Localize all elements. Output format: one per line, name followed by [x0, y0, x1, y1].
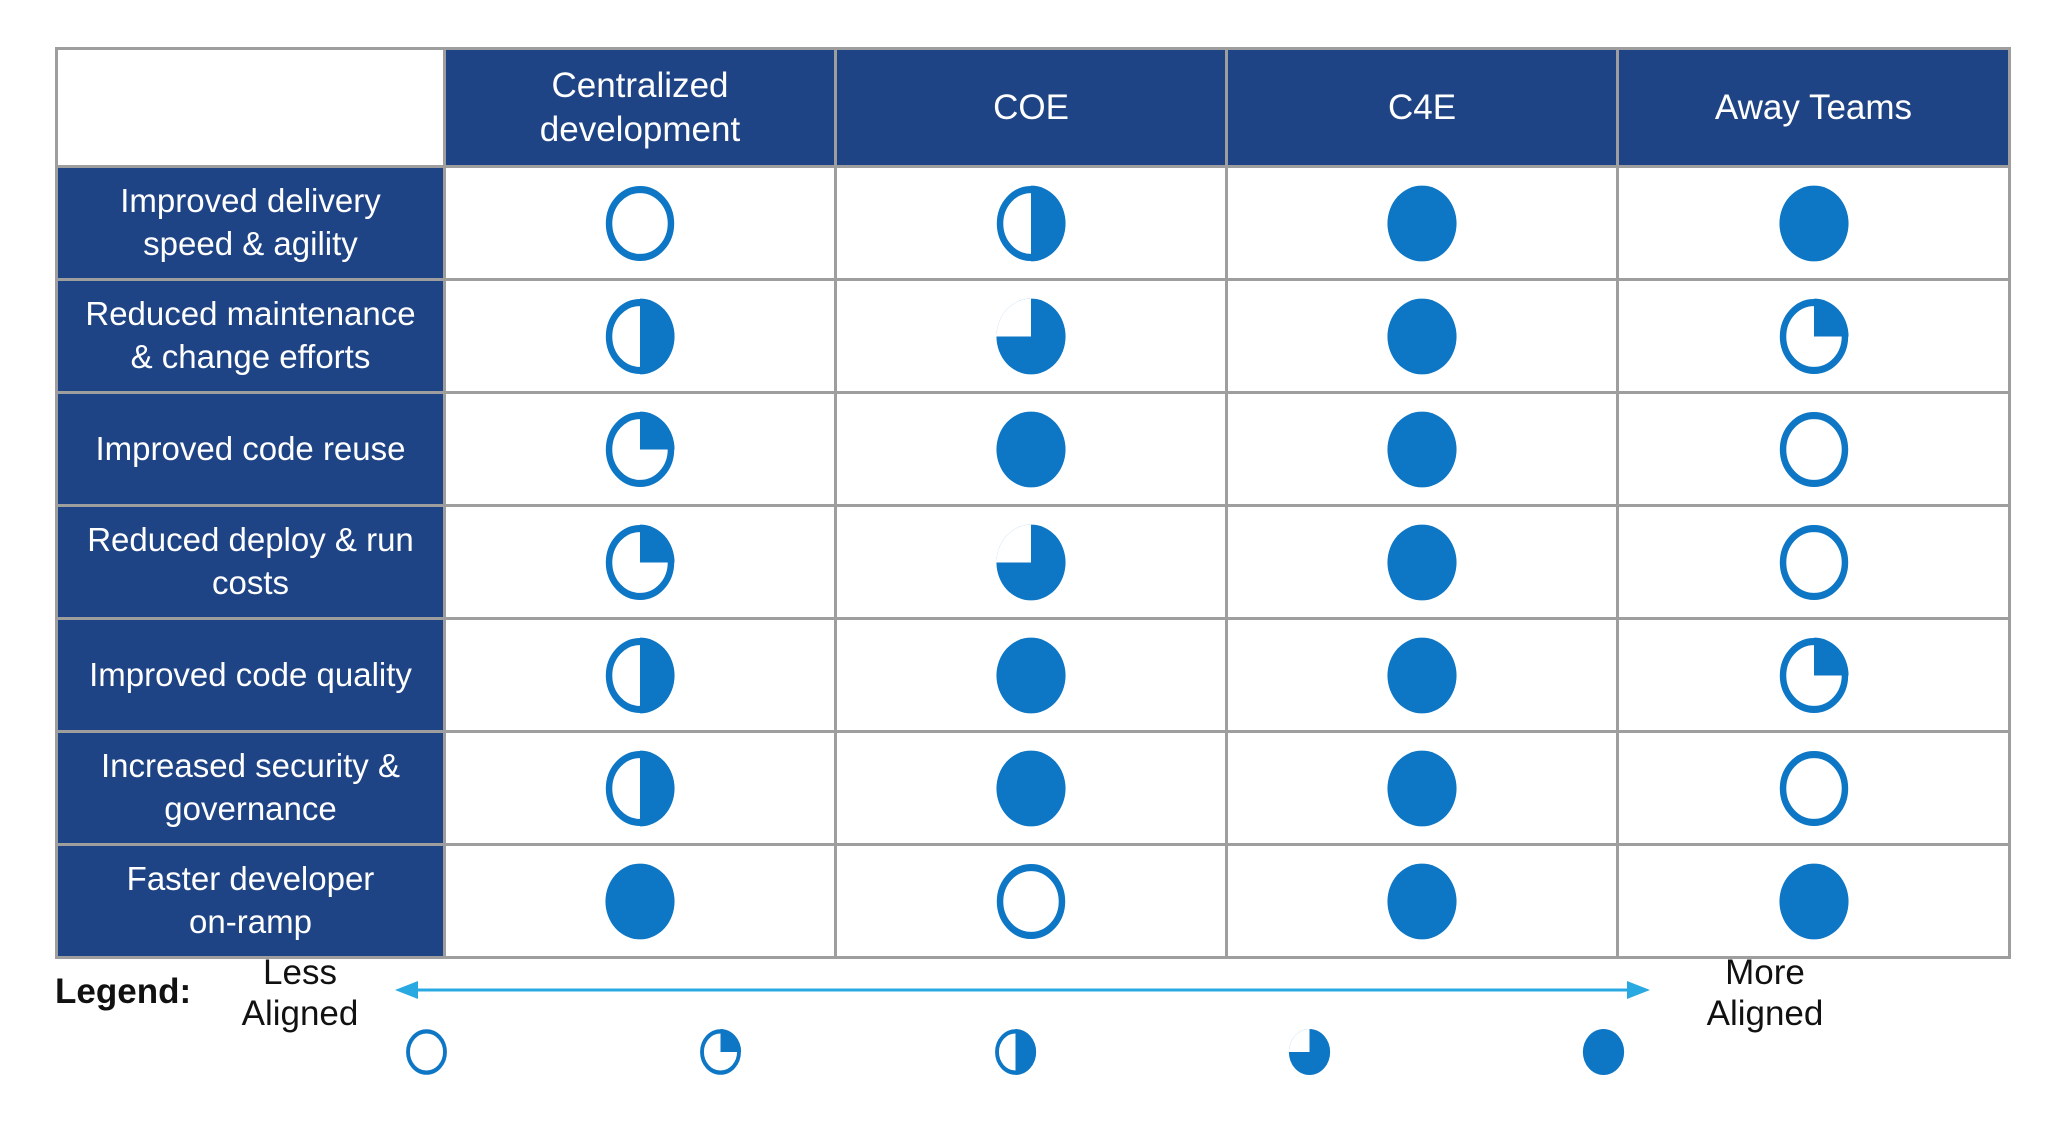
harvey-ball-cell — [1228, 507, 1616, 617]
legend-ball — [699, 1028, 742, 1076]
harvey-ball-full-icon — [1387, 524, 1457, 600]
harvey-ball-cell — [1619, 620, 2008, 730]
harvey-ball-cell — [1619, 394, 2008, 504]
harvey-ball-cell — [1228, 281, 1616, 391]
column-header: Centralized development — [446, 50, 834, 165]
harvey-ball-three-quarter-icon — [996, 298, 1066, 374]
column-header: Away Teams — [1619, 50, 2008, 165]
harvey-ball-empty-icon — [605, 185, 675, 261]
harvey-ball-cell — [446, 507, 834, 617]
harvey-ball-cell — [1228, 168, 1616, 278]
harvey-ball-full-icon — [1778, 185, 1849, 261]
legend-ball — [1288, 1028, 1331, 1076]
harvey-ball-cell — [446, 394, 834, 504]
row-label: Faster developer on-ramp — [58, 846, 443, 956]
column-header-label: Centralized development — [539, 65, 741, 149]
harvey-ball-full-icon — [1778, 863, 1849, 939]
harvey-ball-quarter-icon — [700, 1028, 742, 1075]
row-label: Improved code reuse — [58, 394, 443, 504]
harvey-ball-empty-icon — [1779, 524, 1848, 600]
harvey-ball-full-icon — [1387, 637, 1457, 713]
harvey-ball-cell — [1228, 394, 1616, 504]
legend-title: Legend: — [55, 972, 192, 1011]
harvey-ball-cell — [446, 168, 834, 278]
row-label: Improved delivery speed & agility — [58, 168, 443, 278]
legend-ball — [1582, 1028, 1625, 1076]
harvey-ball-full-icon — [605, 863, 675, 939]
harvey-ball-cell — [1619, 846, 2008, 956]
harvey-ball-half-icon — [996, 185, 1066, 261]
row-label-text: Reduced deploy & run costs — [87, 521, 414, 601]
harvey-ball-cell — [446, 733, 834, 843]
harvey-ball-empty-icon — [406, 1029, 447, 1075]
row-label-text: Improved code reuse — [95, 429, 406, 467]
harvey-ball-cell — [1619, 168, 2008, 278]
row-label: Increased security & governance — [58, 733, 443, 843]
harvey-ball-three-quarter-icon — [1288, 1028, 1330, 1076]
column-header-label: COE — [993, 87, 1069, 127]
harvey-ball-quarter-icon — [605, 411, 675, 487]
comparison-table: Centralized development COE C4E Away Teams I… — [55, 47, 2011, 959]
harvey-ball-full-icon — [1387, 863, 1457, 939]
harvey-ball-full-icon — [996, 411, 1066, 487]
harvey-ball-half-icon — [605, 637, 675, 713]
row-label: Reduced maintenance & change efforts — [58, 281, 443, 391]
harvey-ball-empty-icon — [1779, 750, 1848, 826]
row-label-text: Faster developer on-ramp — [126, 860, 375, 940]
harvey-ball-full-icon — [1582, 1028, 1625, 1076]
harvey-ball-half-icon — [994, 1028, 1036, 1076]
harvey-ball-full-icon — [1387, 185, 1457, 261]
harvey-ball-half-icon — [605, 298, 675, 374]
harvey-ball-three-quarter-icon — [996, 524, 1066, 600]
less-aligned-label: Less Aligned — [241, 953, 359, 1034]
harvey-ball-empty-icon — [1779, 411, 1848, 487]
harvey-ball-quarter-icon — [605, 524, 675, 600]
harvey-ball-cell — [837, 281, 1225, 391]
harvey-ball-cell — [1228, 620, 1616, 730]
row-label-text: Reduced maintenance & change efforts — [85, 295, 416, 375]
column-header-label: C4E — [1387, 87, 1457, 127]
harvey-ball-cell — [837, 507, 1225, 617]
harvey-ball-cell — [1228, 733, 1616, 843]
column-header: C4E — [1228, 50, 1616, 165]
harvey-ball-cell — [837, 846, 1225, 956]
alignment-scale-arrow-icon — [395, 981, 1650, 999]
column-header-label: Away Teams — [1714, 87, 1913, 127]
harvey-ball-cell — [446, 281, 834, 391]
harvey-ball-cell — [1619, 507, 2008, 617]
corner-cell — [58, 50, 443, 165]
harvey-ball-cell — [446, 846, 834, 956]
harvey-ball-full-icon — [996, 637, 1066, 713]
harvey-ball-cell — [837, 620, 1225, 730]
harvey-ball-empty-icon — [996, 863, 1066, 939]
harvey-ball-quarter-icon — [1779, 637, 1849, 713]
harvey-ball-cell — [1619, 733, 2008, 843]
row-label-text: Increased security & governance — [101, 747, 400, 827]
legend-balls — [405, 1028, 1625, 1076]
column-header: COE — [837, 50, 1225, 165]
harvey-ball-cell — [1228, 846, 1616, 956]
legend-ball — [405, 1028, 448, 1076]
harvey-ball-full-icon — [996, 750, 1066, 826]
harvey-ball-cell — [1619, 281, 2008, 391]
harvey-ball-full-icon — [1387, 298, 1457, 374]
row-label-text: Improved delivery speed & agility — [120, 182, 381, 262]
row-label-text: Improved code quality — [89, 655, 412, 693]
harvey-ball-half-icon — [605, 750, 675, 826]
harvey-ball-cell — [446, 620, 834, 730]
harvey-ball-cell — [837, 394, 1225, 504]
harvey-ball-full-icon — [1387, 411, 1457, 487]
harvey-ball-full-icon — [1387, 750, 1457, 826]
row-label: Improved code quality — [58, 620, 443, 730]
harvey-ball-cell — [837, 168, 1225, 278]
harvey-ball-cell — [837, 733, 1225, 843]
legend-ball — [994, 1028, 1037, 1076]
row-label: Reduced deploy & run costs — [58, 507, 443, 617]
more-aligned-label: More Aligned — [1706, 953, 1824, 1034]
harvey-ball-quarter-icon — [1779, 298, 1849, 374]
